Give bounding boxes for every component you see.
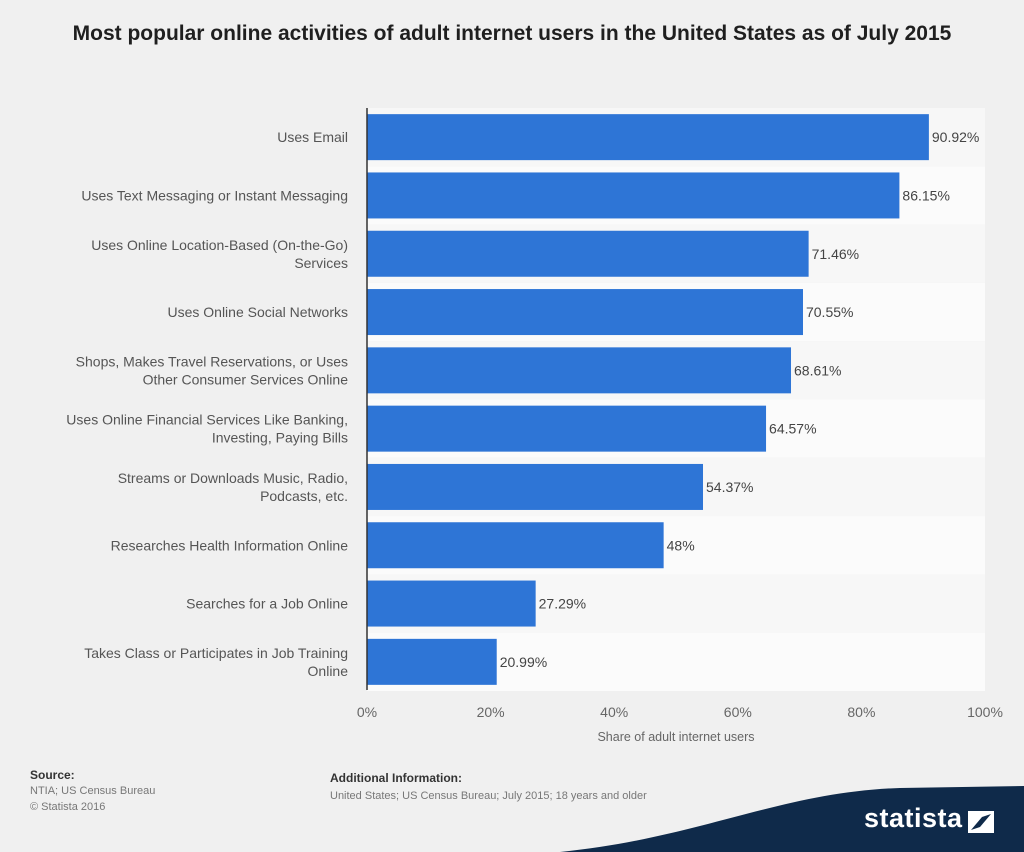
x-tick-label: 0%: [357, 704, 377, 720]
source-text: NTIA; US Census Bureau: [30, 785, 156, 797]
category-label: Searches for a Job Online: [186, 596, 348, 612]
bar-value-label: 70.55%: [806, 304, 853, 320]
category-label: Streams or Downloads Music, Radio, Podcas…: [118, 470, 348, 504]
copyright-text: © Statista 2016: [30, 801, 106, 813]
additional-info-block: Additional Information: United States; U…: [330, 769, 647, 805]
bar-value-label: 71.46%: [812, 246, 859, 262]
category-labels: Uses Email Uses Text Messaging or Instant…: [66, 129, 348, 679]
bar[interactable]: [367, 638, 497, 685]
x-axis-ticks: 0% 20% 40% 60% 80% 100%: [357, 704, 1003, 720]
bar-value-label: 54.37%: [706, 479, 753, 495]
bar[interactable]: [367, 114, 929, 161]
category-label: Uses Online Social Networks: [167, 304, 348, 320]
category-label: Researches Health Information Online: [111, 537, 349, 553]
category-label: Takes Class or Participates in Job Train…: [84, 645, 348, 679]
chart-title: Most popular online activities of adult …: [72, 22, 952, 45]
bar-value-label: 68.61%: [794, 362, 841, 378]
value-labels: 90.92% 86.15% 71.46% 70.55% 68.61% 64.57% 54.3…: [500, 129, 980, 670]
statista-logo-icon[interactable]: [968, 811, 994, 833]
bar-value-label: 48%: [667, 537, 695, 553]
additional-info-text: United States; US Census Bureau; July 20…: [330, 790, 647, 802]
bars: [367, 114, 929, 685]
statista-logo-text[interactable]: statista: [864, 803, 963, 833]
x-axis-title: Share of adult internet users: [597, 730, 754, 744]
category-label: Uses Text Messaging or Instant Messaging: [81, 187, 348, 203]
bar[interactable]: [367, 230, 809, 277]
bar[interactable]: [367, 405, 767, 452]
bar-value-label: 27.29%: [539, 596, 586, 612]
bar[interactable]: [367, 580, 536, 627]
bar[interactable]: [367, 172, 900, 219]
additional-info-heading: Additional Information:: [330, 771, 462, 785]
bar[interactable]: [367, 463, 704, 510]
x-tick-label: 20%: [477, 704, 505, 720]
bar[interactable]: [367, 347, 792, 394]
bar-value-label: 90.92%: [932, 129, 979, 145]
source-block: Source: NTIA; US Census Bureau © Statist…: [30, 767, 155, 815]
x-tick-label: 40%: [600, 704, 628, 720]
x-tick-label: 80%: [847, 704, 875, 720]
bar[interactable]: [367, 522, 664, 569]
category-label: Uses Online Financial Services Like Bank…: [66, 412, 348, 446]
category-label: Shops, Makes Travel Reservations, or Use…: [76, 353, 349, 387]
x-tick-label: 60%: [724, 704, 752, 720]
bar-value-label: 86.15%: [902, 187, 949, 203]
bar-value-label: 64.57%: [769, 421, 816, 437]
category-label: Uses Email: [277, 129, 348, 145]
x-tick-label: 100%: [967, 704, 1003, 720]
bar[interactable]: [367, 289, 803, 336]
category-label: Uses Online Location-Based (On-the-Go) Se…: [91, 237, 348, 271]
bar-value-label: 20.99%: [500, 654, 547, 670]
source-heading: Source:: [30, 768, 75, 782]
